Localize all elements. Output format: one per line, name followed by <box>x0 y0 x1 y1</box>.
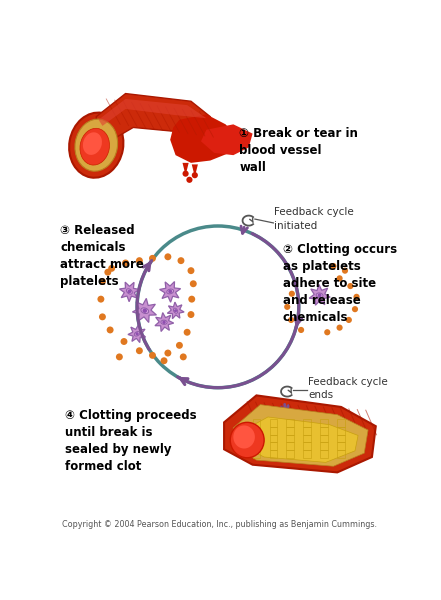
Circle shape <box>353 294 359 300</box>
Ellipse shape <box>173 308 178 313</box>
Circle shape <box>149 352 156 359</box>
Polygon shape <box>155 313 174 331</box>
Circle shape <box>135 332 139 335</box>
Circle shape <box>142 308 147 313</box>
Polygon shape <box>241 417 358 463</box>
Circle shape <box>318 293 321 297</box>
Ellipse shape <box>69 113 123 178</box>
Circle shape <box>176 342 183 349</box>
Circle shape <box>164 253 172 260</box>
Text: Copyright © 2004 Pearson Education, Inc., publishing as Benjamin Cummings.: Copyright © 2004 Pearson Education, Inc.… <box>62 520 377 529</box>
Circle shape <box>190 280 197 287</box>
Circle shape <box>187 177 193 183</box>
Circle shape <box>122 259 129 266</box>
Circle shape <box>180 353 187 361</box>
Ellipse shape <box>80 128 109 165</box>
Circle shape <box>99 313 106 320</box>
Ellipse shape <box>135 332 140 336</box>
Circle shape <box>97 296 105 302</box>
Circle shape <box>177 257 184 264</box>
Circle shape <box>346 317 352 323</box>
Ellipse shape <box>161 320 167 325</box>
Circle shape <box>136 347 143 354</box>
Text: ② Clotting occurs
as platelets
adhere to site
and release
chemicals: ② Clotting occurs as platelets adhere to… <box>283 243 397 324</box>
Circle shape <box>164 350 172 356</box>
Circle shape <box>120 338 127 345</box>
Circle shape <box>330 263 336 269</box>
Text: ① Break or tear in
blood vessel
wall: ① Break or tear in blood vessel wall <box>239 127 359 175</box>
Ellipse shape <box>75 119 118 171</box>
Ellipse shape <box>83 133 102 155</box>
Polygon shape <box>201 124 253 155</box>
Circle shape <box>107 326 114 334</box>
Circle shape <box>183 329 191 336</box>
Polygon shape <box>192 164 198 177</box>
Text: ③ Released
chemicals
attract more
platelets: ③ Released chemicals attract more platel… <box>60 224 144 289</box>
Polygon shape <box>128 325 146 343</box>
Ellipse shape <box>167 289 174 294</box>
Polygon shape <box>224 395 376 472</box>
Ellipse shape <box>233 425 255 449</box>
Circle shape <box>288 317 294 323</box>
Polygon shape <box>232 404 368 466</box>
Circle shape <box>352 306 358 312</box>
Circle shape <box>99 278 106 285</box>
Circle shape <box>127 290 131 293</box>
Text: Feedback cycle
initiated: Feedback cycle initiated <box>274 208 354 230</box>
Circle shape <box>298 327 304 333</box>
Circle shape <box>187 311 194 318</box>
Circle shape <box>336 325 343 331</box>
Circle shape <box>168 290 172 293</box>
Circle shape <box>105 269 111 275</box>
Circle shape <box>348 283 353 289</box>
Polygon shape <box>96 94 210 149</box>
Circle shape <box>187 267 194 274</box>
Circle shape <box>162 320 166 324</box>
Circle shape <box>136 257 143 264</box>
Polygon shape <box>167 302 184 319</box>
Circle shape <box>183 170 189 177</box>
Circle shape <box>116 353 123 361</box>
Text: ④ Clotting proceeds
until break is
sealed by newly
formed clot: ④ Clotting proceeds until break is seale… <box>65 409 197 473</box>
Circle shape <box>188 296 195 302</box>
Circle shape <box>342 268 348 274</box>
Circle shape <box>289 290 295 297</box>
Ellipse shape <box>230 422 264 458</box>
Ellipse shape <box>141 308 149 314</box>
Text: Feedback cycle
ends: Feedback cycle ends <box>308 377 388 400</box>
Polygon shape <box>160 281 181 302</box>
Circle shape <box>192 172 198 178</box>
Ellipse shape <box>316 293 323 298</box>
Circle shape <box>149 255 156 262</box>
Circle shape <box>336 275 343 281</box>
Circle shape <box>108 265 115 272</box>
Polygon shape <box>183 163 189 175</box>
Ellipse shape <box>127 289 132 294</box>
Circle shape <box>324 329 330 335</box>
Circle shape <box>174 309 177 312</box>
Polygon shape <box>132 298 157 322</box>
Polygon shape <box>309 284 330 305</box>
Polygon shape <box>170 115 237 163</box>
Circle shape <box>284 304 290 310</box>
Polygon shape <box>120 282 139 302</box>
Circle shape <box>161 357 168 364</box>
Polygon shape <box>99 99 206 126</box>
